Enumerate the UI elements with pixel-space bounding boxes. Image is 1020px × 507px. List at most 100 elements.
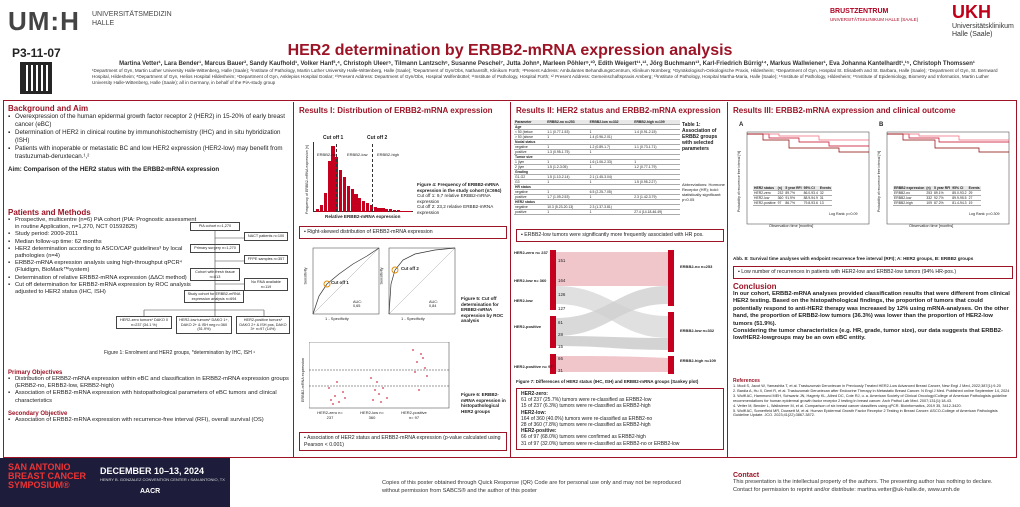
poster-title: HER2 determination by ERBB2-mRNA express… — [287, 42, 733, 59]
summary-line: 66 of 97 (68.0%) tumors were confirmed a… — [521, 434, 646, 441]
results2-note-text: ERBB2-low tumors were significantly more… — [524, 232, 704, 238]
summary-zero-heading: HER2-zero: — [521, 391, 548, 397]
table-body: Age < 50 (below 1.1 (0.77-1.53) 1 1.4 (0.91-… — [514, 124, 680, 215]
results1-heading: Results I: Distribution of ERBB2-mRNA ex… — [299, 106, 493, 115]
km-table-a: HER2 status (n) 5 year RFI 95% CI Events HER… — [753, 186, 833, 206]
background-heading: Background and Aim — [8, 104, 89, 113]
methods-item: ERBB2-mRNA expression analysis using hig… — [8, 260, 198, 274]
sankey-right-high: ERBB2-high n=109 — [680, 358, 716, 363]
roc1-cut-label: Cut off 1 — [331, 280, 349, 285]
table-row: negative 1 1.2 (0.89-1.7) 1.1 (0.73-1.71) — [514, 144, 680, 150]
aacr-logo: AACR — [140, 488, 161, 495]
summary-line: 164 of 360 (40.0%) tumors were re-classi… — [521, 415, 653, 422]
figure4-cut1: Cut off 1: 9,7 relative ERBB2-mRNA expre… — [417, 193, 491, 204]
td: 87.2% — [933, 200, 952, 206]
background-item: Determination of HER2 in clinical routin… — [8, 129, 290, 145]
table-row: Age — [514, 124, 680, 130]
table-row: G3 1 1 1.5 (0.95-2.27) — [514, 179, 680, 185]
figure5-caption: Figure 5: Cut off determination for ERBB… — [461, 296, 504, 324]
conclusion-p1: In our cohort, ERBB2-mRNA analyses provi… — [733, 291, 1010, 327]
table-cell: 1.1 (0.77-1.53) — [546, 129, 589, 135]
table-row: HER2 status — [514, 199, 680, 205]
table-row: negative 10.3 (5.23-20.13) 2.3 (1.37-3.81) — [514, 204, 680, 210]
td: ERBB2-high — [893, 200, 926, 206]
th: 95% CI — [802, 186, 819, 191]
sankey-num: 61 — [558, 320, 563, 325]
table-cell: 1 — [588, 149, 634, 155]
affiliations: ¹Department of Gyn, Martin Luther Univer… — [92, 68, 998, 86]
sankey-left-low-2: HER2-low — [514, 298, 533, 303]
table-cell: positive — [514, 194, 547, 200]
header: UM:H UNIVERSITÄTSMEDIZIN HALLE BRUSTZENT… — [0, 0, 1020, 42]
table-cell: 1 — [588, 129, 634, 135]
table-cell: negative — [514, 189, 547, 195]
histogram-bar — [392, 210, 397, 212]
table-cell: 10.3 (5.23-20.13) — [546, 204, 589, 210]
td: 360 — [776, 195, 785, 201]
table-cell: positive — [514, 149, 547, 155]
umh-logo: UM:H — [8, 6, 80, 36]
table-row: negative 1 6.5 (2.25-7.05) — [514, 189, 680, 195]
table-cell — [588, 169, 634, 175]
table-cell: 2.1 (1.45-3.04) — [588, 174, 634, 180]
poster-id: P3-11-07 — [12, 46, 61, 60]
table-row: 1 (lym 1 1.6 (1.06-2.33) 1 — [514, 159, 680, 165]
td: 85.0-93.2 — [951, 190, 968, 196]
summary-line: 28 of 360 (7.8%) tumors were re-classifi… — [521, 422, 651, 429]
roc2-auc: AUC: 0,84 — [429, 300, 439, 308]
sankey-left-low: HER2-low n= 360 — [514, 278, 547, 283]
table-cell: 1.5 (0.95-2.27) — [633, 179, 680, 185]
brustzentrum-sub: UNIVERSITÄTSKLINIKUM HALLE (SAALE) — [830, 17, 919, 22]
histogram-bar — [365, 203, 370, 212]
background-list: Overexpression of the human epidermal gr… — [8, 113, 290, 161]
table-cell: 1.7 (1.09-2.53) — [546, 194, 589, 200]
summary-low-heading: HER2-low: — [521, 409, 546, 416]
table-row: Nodal status — [514, 139, 680, 145]
td: 79.8-93.6 — [802, 200, 819, 206]
table-cell: Age — [514, 124, 547, 130]
km-a-row: HER2-positive 97 86.7% 79.8-93.6 13 — [753, 200, 833, 206]
histogram-bar — [327, 160, 331, 212]
column-background-methods: Background and Aim Overexpression of the… — [4, 102, 294, 457]
table-cell: 1.6 (1.06-2.33) — [588, 159, 634, 165]
table-cell — [633, 134, 680, 140]
km-table-b: ERBB2 expression (n) 5 year RFI 95% CI Event… — [893, 186, 981, 206]
table-cell: 1.3 (0.95-1.75) — [546, 149, 589, 155]
td: 89.9-95.5 — [951, 195, 968, 201]
table-cell — [633, 204, 680, 210]
table-cell — [546, 154, 589, 160]
table-cell — [588, 199, 634, 205]
th: 95% CI — [951, 186, 968, 191]
histogram-bar — [316, 209, 320, 212]
td: HER2-low — [753, 195, 777, 201]
histogram-bar — [319, 204, 324, 212]
contact-line2[interactable]: Contact for permission to reprint and/or… — [733, 486, 960, 493]
histogram-bar — [358, 197, 362, 212]
methods-item: HER2 determination according to ASCO/CAP… — [8, 246, 198, 260]
table-row: > 50 (above 1 1.4 (0.96-2.01) — [514, 134, 680, 140]
km-b-row: ERBB2-no 253 89.1% 85.0-93.2 29 — [893, 190, 981, 196]
histogram-bar — [404, 211, 408, 212]
km-a-logrank: Log Rank: p=0.09 — [829, 212, 858, 216]
roc2-ylabel: Sensitivity — [379, 267, 384, 285]
table-cell: negative — [514, 144, 547, 150]
strip-group-zero: HER2-zero n= 237 — [317, 410, 343, 420]
km-ylabel-b: Probability of recurrence free interval … — [877, 150, 881, 212]
sabcs-dates: DECEMBER 10–13, 2024 — [100, 466, 205, 476]
table-cell: 1 — [588, 179, 634, 185]
sankey-num: 151 — [558, 258, 566, 263]
td: 232 — [776, 190, 785, 196]
table-cell: 1 — [546, 159, 589, 165]
copies-note: Copies of this poster obtained through Q… — [382, 480, 681, 494]
td: 29 — [967, 190, 981, 196]
td: 253 — [925, 190, 934, 196]
qr-code-icon[interactable] — [20, 62, 52, 94]
umh-name-line1: UNIVERSITÄTSMEDIZIN — [92, 11, 172, 18]
histogram-bar — [385, 209, 389, 212]
th: 5 year RFI — [784, 186, 803, 191]
flow-her2-zero: HER2-zero tumors* DAKO 0 n=237 (34.1 %) — [116, 316, 172, 330]
panel-b-label: B — [879, 122, 884, 128]
roc-plots — [312, 247, 456, 315]
table-cell — [633, 174, 680, 180]
ukh-sub-line2: Halle (Saale) — [952, 31, 993, 38]
